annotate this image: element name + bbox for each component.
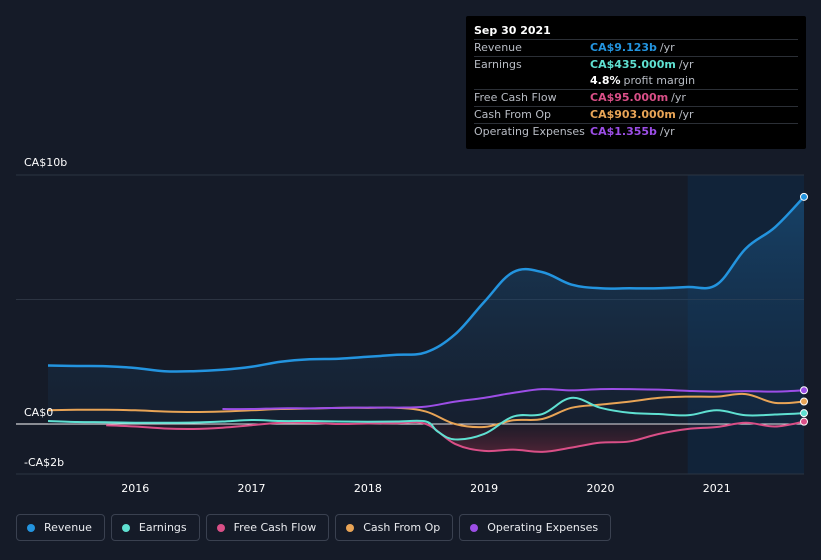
x-tick-label: 2021 (703, 482, 731, 495)
tooltip-value: CA$1.355b (590, 125, 657, 138)
profit-margin-label: profit margin (623, 74, 696, 87)
legend-item-operating-expenses[interactable]: Operating Expenses (459, 514, 612, 541)
earnings-endpoint (800, 409, 808, 418)
x-tick-label: 2020 (586, 482, 614, 495)
tooltip-row-cash-from-op: Cash From Op CA$903.000m /yr (474, 106, 798, 123)
operating-expenses-line (222, 388, 805, 411)
y-tick-label-zero: CA$0 (24, 406, 53, 419)
free-cash-flow-endpoint (800, 417, 808, 426)
legend-label: Revenue (44, 521, 92, 534)
tooltip-unit: /yr (678, 108, 694, 121)
tooltip-value: CA$9.123b (590, 41, 657, 54)
legend-item-revenue[interactable]: Revenue (16, 514, 105, 541)
legend-item-cash-from-op[interactable]: Cash From Op (335, 514, 454, 541)
legend-label: Free Cash Flow (233, 521, 317, 534)
operating-expenses-endpoint (800, 386, 808, 395)
series-lines (47, 195, 805, 453)
tooltip-date: Sep 30 2021 (474, 24, 551, 37)
legend-item-earnings[interactable]: Earnings (110, 514, 200, 541)
x-tick-label: 2019 (470, 482, 498, 495)
tooltip-row-earnings: Earnings CA$435.000m /yr (474, 56, 798, 73)
tooltip-label: Earnings (474, 58, 522, 71)
cash-from-op-endpoint (800, 397, 808, 406)
free-cash-flow-line (106, 420, 805, 453)
series-areas (48, 196, 804, 452)
legend-dot-icon (216, 523, 225, 532)
tooltip-label: Cash From Op (474, 108, 552, 121)
tooltip-unit: /yr (659, 41, 675, 54)
y-tick-label-top: CA$10b (24, 156, 67, 169)
revenue-area (48, 196, 804, 424)
x-axis-ticks: 2016 2017 2018 2019 2020 2021 (121, 482, 731, 495)
legend-label: Earnings (138, 521, 187, 534)
cash-from-op-line (47, 392, 805, 429)
tooltip-panel: Sep 30 2021 Revenue CA$9.123b /yr Earnin… (466, 16, 806, 149)
free-cash-flow-area (106, 421, 804, 452)
tooltip-label: Free Cash Flow (474, 91, 557, 104)
x-tick-label: 2017 (238, 482, 266, 495)
earnings-line (47, 396, 805, 441)
x-tick-label: 2018 (354, 482, 382, 495)
legend-label: Operating Expenses (487, 521, 599, 534)
chart-legend: Revenue Earnings Free Cash Flow Cash Fro… (16, 514, 612, 541)
legend-dot-icon (27, 523, 35, 532)
revenue-line (47, 195, 805, 373)
tooltip-unit: /yr (678, 58, 694, 71)
tooltip-value: CA$95.000m (590, 91, 669, 104)
legend-dot-icon (470, 523, 479, 532)
tooltip-unit: /yr (659, 125, 675, 138)
revenue-endpoint (800, 192, 808, 201)
series-endpoints (800, 192, 808, 426)
tooltip-label: Operating Expenses (474, 125, 585, 138)
tooltip-unit: /yr (671, 91, 686, 104)
y-tick-label-bottom: -CA$2b (24, 456, 64, 469)
tooltip-row-operating-expenses: Operating Expenses CA$1.355b /yr (474, 123, 798, 140)
legend-label: Cash From Op (363, 521, 441, 534)
tooltip-row-margin: 4.8% profit margin (474, 73, 798, 89)
legend-dot-icon (121, 523, 130, 532)
tooltip-row-revenue: Revenue CA$9.123b /yr (474, 39, 798, 56)
legend-item-free-cash-flow[interactable]: Free Cash Flow (205, 514, 330, 541)
legend-dot-icon (346, 523, 355, 532)
tooltip-row-free-cash-flow: Free Cash Flow CA$95.000m /yr (474, 89, 798, 106)
profit-margin-value: 4.8% (590, 74, 621, 87)
tooltip-label: Revenue (474, 41, 522, 54)
tooltip-value: CA$903.000m (590, 108, 676, 121)
x-tick-label: 2016 (121, 482, 149, 495)
tooltip-value: CA$435.000m (590, 58, 676, 71)
